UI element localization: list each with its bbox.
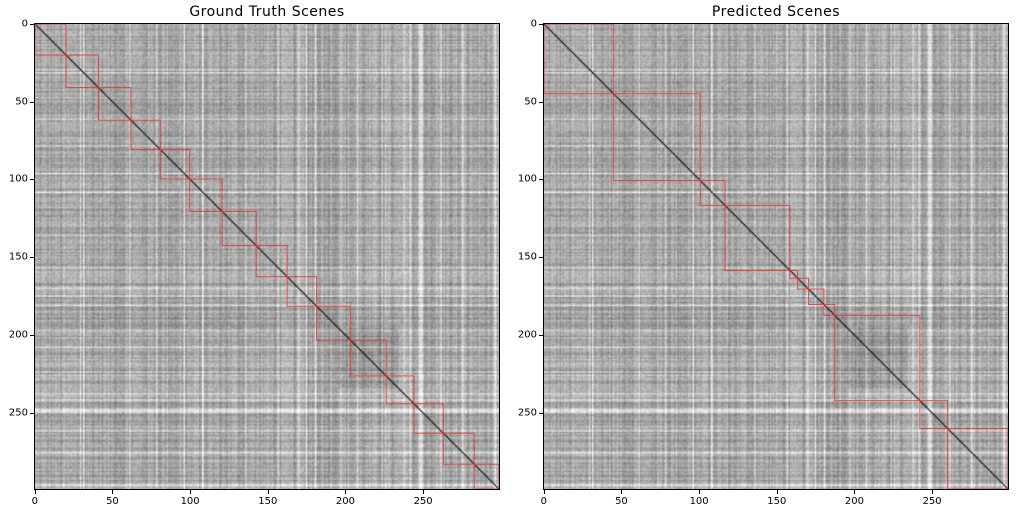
scene-boxes [35,24,499,489]
scene-box [725,205,790,270]
y-tick-label: 250 [517,407,537,419]
y-tick-mark [30,23,34,25]
x-tick-mark [543,490,545,494]
x-tick-mark [345,490,347,494]
y-tick-mark [30,335,34,337]
scene-box [835,315,920,400]
scene-box [824,305,835,316]
scene-box [35,24,66,55]
x-tick-label: 200 [844,496,864,507]
x-tick-label: 100 [180,496,200,507]
y-tick-mark [30,179,34,181]
y-tick-label: 50 [524,96,537,108]
scene-box [798,278,809,289]
x-tick-mark [621,490,623,494]
x-tick-mark [699,490,701,494]
x-tick-label: 200 [335,496,355,507]
y-tick-label: 0 [530,18,537,30]
scene-box [808,289,823,305]
scene-box [190,179,222,212]
y-tick-mark [539,179,543,181]
y-tick-mark [30,101,34,103]
y-tick-label: 150 [517,251,537,263]
scene-box [474,464,499,489]
y-tick-label: 100 [8,173,28,185]
y-tick-label: 200 [8,329,28,341]
y-tick-mark [539,23,543,25]
x-tick-mark [267,490,269,494]
predicted-panel: Predicted Scenes 0 50 100 150 200 250 0 50 100 15… [509,0,1009,514]
scene-box [98,88,130,121]
scene-box [287,277,316,306]
y-tick-label: 0 [21,18,28,30]
scene-box [256,246,287,277]
x-tick-mark [112,490,114,494]
y-tick-label: 50 [15,96,28,108]
y-tick-mark [30,412,34,414]
similarity-heatmap [544,24,1008,489]
scene-box [614,94,701,181]
x-tick-mark [423,490,425,494]
scene-box [544,24,614,94]
y-tick-label: 200 [517,329,537,341]
heatmap-axes [543,23,1009,490]
x-tick-label: 150 [767,496,787,507]
x-tick-label: 250 [413,496,433,507]
x-tick-mark [932,490,934,494]
y-tick-label: 100 [517,173,537,185]
scene-boxes [544,24,1008,489]
scene-box [948,429,1008,489]
scene-box [222,212,256,246]
scene-box [160,150,189,179]
y-tick-mark [539,257,543,259]
scene-box [414,404,443,433]
x-tick-label: 100 [689,496,709,507]
x-tick-mark [34,490,36,494]
scene-box [351,340,387,376]
y-tick-mark [539,335,543,337]
similarity-heatmap [35,24,499,489]
x-tick-mark [776,490,778,494]
x-tick-label: 50 [615,496,628,507]
scene-box [920,401,948,429]
chart-title: Predicted Scenes [711,4,841,20]
scene-box [316,306,350,340]
y-tick-mark [539,412,543,414]
x-tick-label: 0 [540,496,547,507]
scene-box [790,270,798,278]
x-tick-label: 0 [31,496,38,507]
ground-truth-panel: Ground Truth Scenes 0 50 100 150 200 250 0 50 10… [0,0,500,514]
x-tick-label: 50 [106,496,119,507]
x-tick-label: 250 [922,496,942,507]
scene-box [131,120,160,149]
x-tick-label: 150 [258,496,278,507]
y-tick-mark [539,101,543,103]
scene-box [66,55,98,88]
scene-box [386,376,414,404]
y-tick-label: 250 [8,407,28,419]
chart-title: Ground Truth Scenes [189,4,345,20]
x-tick-mark [190,490,192,494]
scene-box [443,433,474,464]
y-tick-mark [30,257,34,259]
x-tick-mark [854,490,856,494]
y-tick-label: 150 [8,251,28,263]
heatmap-axes [34,23,500,490]
scene-box [700,181,725,206]
